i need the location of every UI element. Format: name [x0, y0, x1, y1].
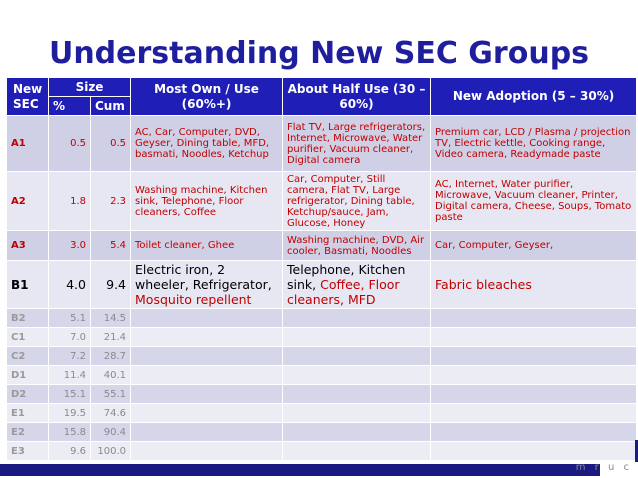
most-own-text: Electric iron, 2 wheeler, Refrigerator, [135, 262, 272, 292]
header-about-half: About Half Use (30 – 60%) [282, 77, 432, 116]
about-half-cell: Flat TV, Large refrigerators, Internet, … [282, 115, 432, 172]
sec-cell: A1 [6, 115, 49, 172]
pct-cell: 19.5 [48, 403, 91, 423]
cum-cell: 40.1 [89, 365, 132, 385]
new-adoption-text: Fabric bleaches [435, 277, 532, 292]
cum-cell: 0.5 [89, 115, 132, 172]
cum-cell: 9.4 [89, 260, 132, 309]
about-half-highlight-2: MFD [347, 292, 376, 307]
header-pct: % [48, 96, 91, 116]
about-half-highlight: Coffee, Floor cleaners, [287, 277, 400, 307]
sec-cell: C2 [6, 346, 49, 366]
sec-cell: D2 [6, 384, 49, 404]
header-new-sec: New SEC [6, 77, 49, 116]
cum-cell: 55.1 [89, 384, 132, 404]
pct-cell: 15.1 [48, 384, 91, 404]
table-row: E3 9.6 100.0 [6, 441, 638, 461]
new-adoption-cell: Fabric bleaches [430, 260, 638, 309]
most-own-highlight: Mosquito repellent [135, 292, 252, 307]
header-cum: Cum [89, 96, 132, 116]
sec-cell: C1 [6, 327, 49, 347]
cum-cell: 14.5 [89, 308, 132, 328]
table-row: A1 0.5 0.5 AC, Car, Computer, DVD, Geyse… [6, 115, 638, 172]
new-adoption-cell: Premium car, LCD / Plasma / projection T… [430, 115, 638, 172]
slide-title: Understanding New SEC Groups [48, 36, 590, 71]
pct-cell: 9.6 [48, 441, 91, 461]
table-row: D2 15.1 55.1 [6, 384, 638, 404]
pct-cell: 3.0 [48, 230, 91, 261]
table-row: C1 7.0 21.4 [6, 327, 638, 347]
sec-cell: B2 [6, 308, 49, 328]
pct-cell: 7.2 [48, 346, 91, 366]
sec-cell: B1 [6, 260, 49, 309]
cum-cell: 2.3 [89, 171, 132, 231]
header-most-own: Most Own / Use (60%+) [130, 77, 284, 116]
most-own-cell: AC, Car, Computer, DVD, Geyser, Dining t… [130, 115, 284, 172]
sec-cell: A3 [6, 230, 49, 261]
table-row: E1 19.5 74.6 [6, 403, 638, 423]
pct-cell: 0.5 [48, 115, 91, 172]
table-row: A2 1.8 2.3 Washing machine, Kitchen sink… [6, 171, 638, 231]
pct-cell: 7.0 [48, 327, 91, 347]
about-half-text: Telephone, Kitchen sink, [287, 262, 406, 292]
footer-text: m r u c [575, 462, 632, 473]
cum-cell: 90.4 [89, 422, 132, 442]
header-size: Size [47, 77, 132, 97]
cum-cell: 74.6 [89, 403, 132, 423]
about-half-cell: Telephone, Kitchen sink, Coffee, Floor c… [282, 260, 432, 309]
table-row: B1 4.0 9.4 Electric iron, 2 wheeler, Ref… [6, 260, 638, 309]
most-own-cell: Washing machine, Kitchen sink, Telephone… [130, 171, 284, 231]
pct-cell: 11.4 [48, 365, 91, 385]
most-own-cell: Electric iron, 2 wheeler, Refrigerator, … [130, 260, 284, 309]
sec-cell: E1 [6, 403, 49, 423]
pct-cell: 1.8 [48, 171, 91, 231]
table-row: E2 15.8 90.4 [6, 422, 638, 442]
pct-cell: 5.1 [48, 308, 91, 328]
new-adoption-cell: AC, Internet, Water purifier, Microwave,… [430, 171, 638, 231]
cum-cell: 100.0 [89, 441, 132, 461]
edge-accent [635, 440, 638, 462]
cum-cell: 5.4 [89, 230, 132, 261]
about-half-cell: Car, Computer, Still camera, Flat TV, La… [282, 171, 432, 231]
table-row: B2 5.1 14.5 [6, 308, 638, 328]
cum-cell: 28.7 [89, 346, 132, 366]
footer-bar [0, 464, 600, 476]
new-adoption-cell: Car, Computer, Geyser, [430, 230, 638, 261]
table-row: A3 3.0 5.4 Toilet cleaner, Ghee Washing … [6, 230, 638, 261]
cum-cell: 21.4 [89, 327, 132, 347]
about-half-cell: Washing machine, DVD, Air cooler, Basmat… [282, 230, 432, 261]
sec-cell: D1 [6, 365, 49, 385]
most-own-cell: Toilet cleaner, Ghee [130, 230, 284, 261]
table-row: C2 7.2 28.7 [6, 346, 638, 366]
sec-groups-table: New SEC Size Most Own / Use (60%+) About… [6, 77, 638, 461]
pct-cell: 15.8 [48, 422, 91, 442]
pct-cell: 4.0 [48, 260, 91, 309]
table-row: D1 11.4 40.1 [6, 365, 638, 385]
header-new-adoption: New Adoption (5 – 30%) [430, 77, 638, 116]
sec-cell: E2 [6, 422, 49, 442]
sec-cell: E3 [6, 441, 49, 461]
sec-cell: A2 [6, 171, 49, 231]
